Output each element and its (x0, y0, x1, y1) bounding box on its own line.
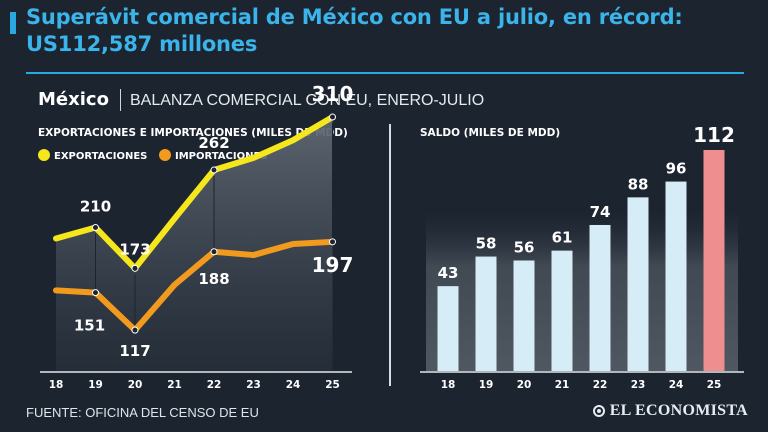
brand-logo: EL ECONOMISTA (592, 402, 748, 420)
source-note: FUENTE: OFICINA DEL CENSO DE EU (26, 405, 259, 420)
left-chart-title: EXPORTACIONES E IMPORTACIONES (MILES DE … (38, 127, 348, 139)
right-chart-title: SALDO (MILES DE MDD) (420, 127, 560, 139)
bar-value-label: 58 (476, 235, 497, 253)
right-x-tick-label: 20 (517, 379, 532, 391)
bar (437, 286, 459, 371)
country-label: México (38, 89, 109, 110)
imports-value-label: 151 (74, 317, 105, 335)
headline: Superávit comercial de México con EU a j… (26, 5, 683, 56)
exports-value-label: 173 (119, 240, 150, 258)
panel-divider (389, 124, 391, 386)
balance-bar-chart: SALDO (MILES DE MDD) 43 18 58 19 56 20 61 21 74 22… (420, 123, 744, 391)
left-x-tick-label: 25 (325, 379, 340, 391)
right-x-tick-label: 18 (441, 379, 456, 391)
data-point-marker (92, 289, 99, 297)
data-point-marker (210, 166, 218, 174)
bar (551, 250, 573, 371)
imports-value-label: 188 (198, 270, 229, 288)
data-point-marker (210, 248, 218, 256)
exports-value-label: 210 (80, 197, 111, 215)
chart-subtitle: BALANZA COMERCIAL CON EU, ENERO-JULIO (130, 92, 485, 109)
brand-name: EL ECONOMISTA (609, 402, 748, 419)
trade-line-chart: EXPORTACIONES E IMPORTACIONES (MILES DE … (38, 82, 353, 391)
right-x-tick-label: 21 (555, 379, 570, 391)
bar (475, 256, 497, 371)
data-point-marker (92, 223, 99, 231)
legend-imports-dot (159, 149, 171, 161)
right-x-tick-label: 19 (479, 379, 494, 391)
bar-value-label: 43 (438, 264, 459, 282)
imports-value-label: 197 (312, 253, 354, 277)
exports-value-label: 262 (198, 134, 229, 152)
imports-line (53, 238, 336, 334)
left-x-tick-label: 23 (246, 379, 261, 391)
left-x-tick-label: 19 (88, 379, 103, 391)
imports-value-label: 117 (119, 342, 150, 360)
bar (513, 260, 535, 371)
header-rule (26, 72, 744, 74)
left-x-tick-label: 21 (167, 379, 182, 391)
right-x-tick-label: 25 (707, 379, 722, 391)
bar-background (426, 210, 738, 371)
subtitle-separator (120, 89, 121, 111)
bar-highlight (703, 150, 725, 371)
bar-value-label: 96 (666, 160, 687, 178)
brand-icon (592, 405, 605, 417)
left-x-tick-label: 20 (128, 379, 143, 391)
bar-value-label: 61 (552, 229, 573, 247)
exports-value-label: 310 (312, 82, 354, 106)
legend-exports-label: EXPORTACIONES (54, 151, 147, 162)
left-x-tick-label: 18 (49, 379, 64, 391)
bar-value-label: 56 (514, 239, 535, 257)
data-point-marker (131, 264, 139, 272)
bar-value-label: 74 (590, 203, 611, 221)
exports-area (56, 117, 333, 372)
legend-imports-label: IMPORTACIONES (175, 151, 268, 162)
right-x-tick-label: 23 (631, 379, 646, 391)
data-point-marker (329, 113, 336, 121)
bar (665, 181, 687, 371)
bar-value-label: 88 (628, 175, 649, 193)
bar-value-label: 112 (693, 123, 735, 147)
legend-exports-dot (38, 149, 50, 161)
right-x-tick-label: 22 (593, 379, 608, 391)
left-x-tick-label: 22 (207, 379, 222, 391)
right-x-tick-label: 24 (669, 379, 684, 391)
left-x-tick-label: 24 (286, 379, 301, 391)
bar (589, 224, 611, 371)
title-accent-bar (10, 12, 16, 34)
data-point-marker (131, 326, 139, 334)
exports-line (53, 114, 336, 272)
bar (627, 197, 649, 371)
data-point-marker (329, 238, 336, 246)
